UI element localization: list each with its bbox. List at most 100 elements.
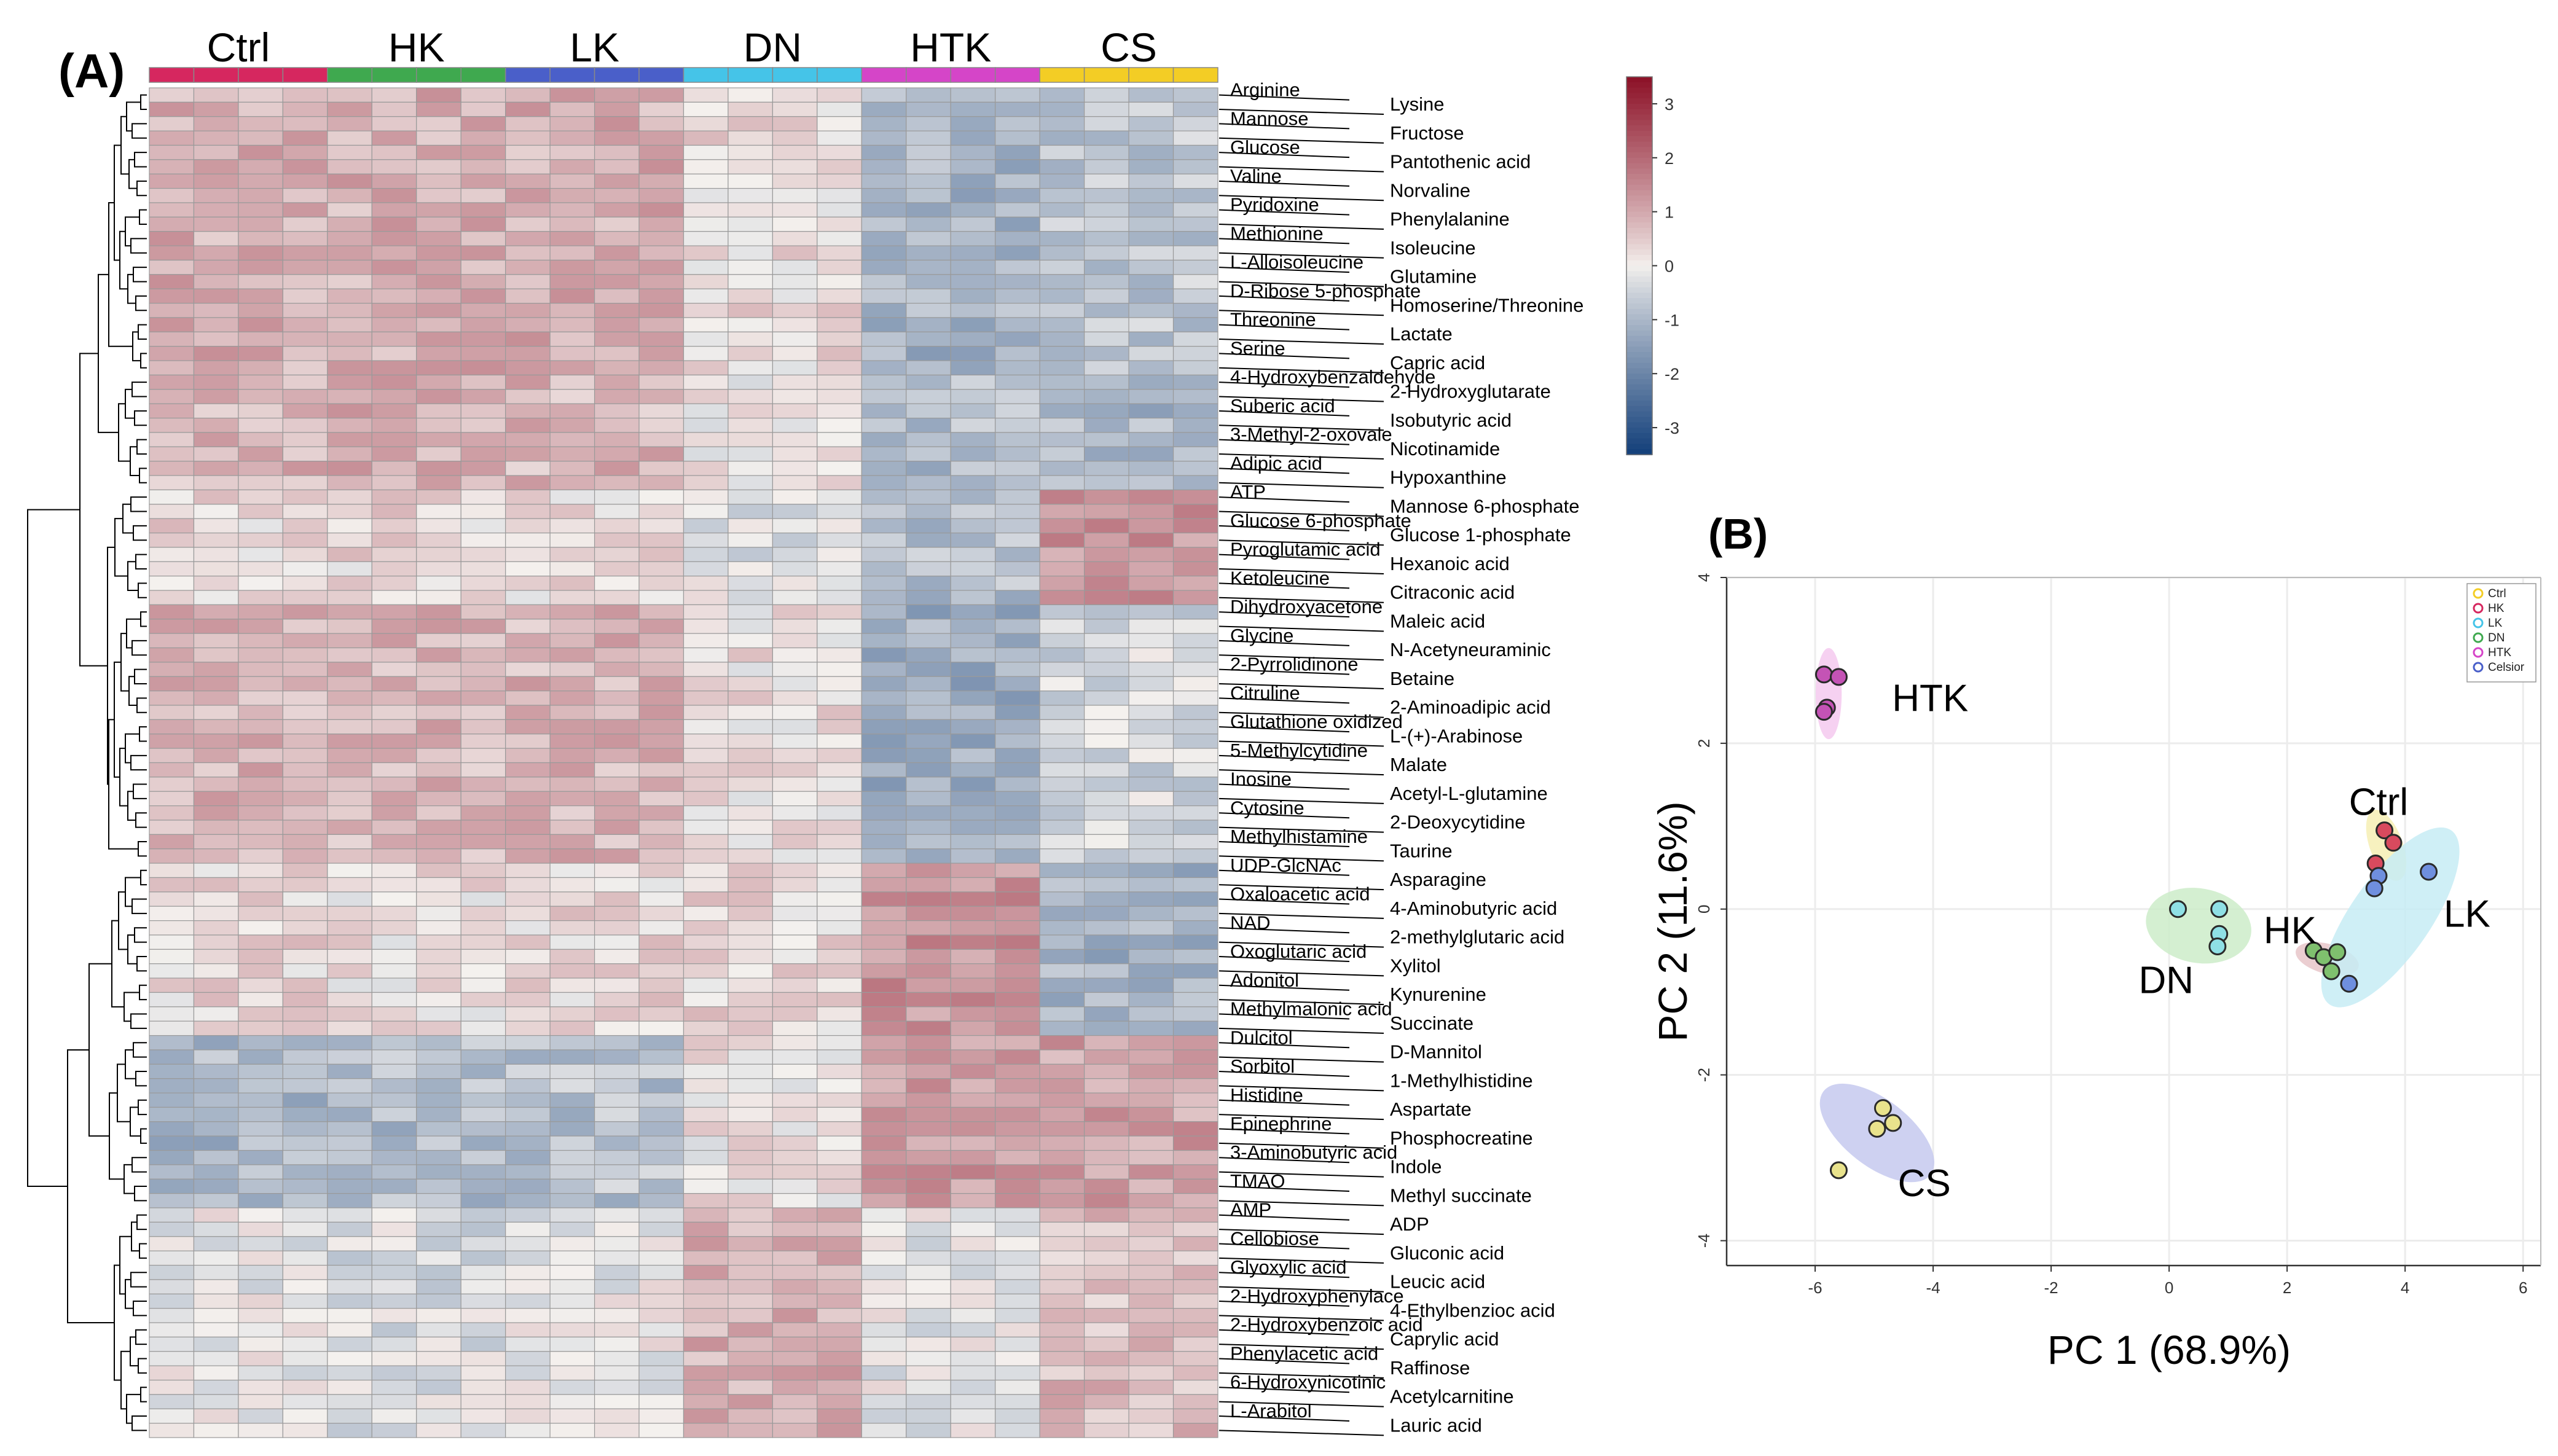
heatmap-cell	[772, 934, 818, 950]
group-bar-segment	[906, 67, 951, 83]
heatmap-cell	[549, 662, 595, 677]
heatmap-cell	[1039, 87, 1085, 103]
heatmap-cell	[683, 1408, 729, 1424]
heatmap-cell	[1172, 1207, 1218, 1223]
heatmap-cell	[505, 934, 551, 950]
pca-point-dn	[2169, 900, 2187, 918]
heatmap-cell	[728, 1322, 774, 1337]
heatmap-cell	[950, 992, 996, 1008]
heatmap-cell	[505, 360, 551, 376]
heatmap-cell	[638, 877, 685, 893]
heatmap-cell	[638, 963, 685, 979]
heatmap-cell	[728, 1279, 774, 1294]
heatmap-cell	[594, 274, 640, 289]
heatmap-cell	[1039, 1049, 1085, 1065]
heatmap-cell	[149, 863, 195, 879]
heatmap-cell	[950, 446, 996, 462]
heatmap-cell	[817, 475, 862, 491]
heatmap-cell	[149, 288, 195, 304]
heatmap-cell	[683, 1063, 729, 1079]
colorbar-step	[1626, 152, 1652, 159]
heatmap-cell	[1128, 202, 1174, 217]
heatmap-cell	[371, 1236, 417, 1251]
heatmap-cell	[638, 590, 685, 606]
heatmap-cell	[193, 1293, 239, 1309]
heatmap-cell	[995, 590, 1040, 606]
row-label-leader	[1218, 898, 1350, 905]
heatmap-cell	[861, 475, 907, 491]
heatmap-cell	[995, 977, 1040, 993]
dendrogram-branch	[140, 353, 147, 369]
heatmap-cell	[594, 920, 640, 936]
heatmap-cell	[371, 1221, 417, 1237]
heatmap-cell	[460, 231, 506, 246]
heatmap-cell	[728, 820, 774, 835]
heatmap-cell	[371, 791, 417, 807]
heatmap-cell	[817, 1106, 862, 1122]
row-label-leader	[1218, 367, 1384, 374]
heatmap-cell	[238, 1394, 283, 1409]
heatmap-cell	[193, 1063, 239, 1079]
pca-point-hk	[2322, 962, 2340, 980]
heatmap-cell	[728, 532, 774, 548]
heatmap-cell	[327, 1394, 372, 1409]
heatmap-cell	[594, 748, 640, 764]
heatmap-cell	[549, 1207, 595, 1223]
heatmap-cell	[1128, 173, 1174, 189]
heatmap-cell	[683, 331, 729, 347]
colorbar-step	[1626, 325, 1652, 331]
colorbar-step	[1626, 98, 1652, 104]
heatmap-cell	[638, 576, 685, 591]
heatmap-cell	[505, 977, 551, 993]
heatmap-cell	[193, 216, 239, 232]
heatmap-cell	[638, 116, 685, 131]
heatmap-cell	[772, 475, 818, 491]
heatmap-cell	[371, 777, 417, 792]
heatmap-cell	[950, 777, 996, 792]
heatmap-cell	[416, 1106, 461, 1122]
heatmap-cell	[1128, 934, 1174, 950]
heatmap-cell	[995, 1092, 1040, 1108]
heatmap-cell	[549, 619, 595, 634]
heatmap-cell	[638, 1423, 685, 1438]
dendrogram-branch	[133, 267, 147, 283]
heatmap-cell	[861, 734, 907, 749]
heatmap-cell	[950, 1193, 996, 1208]
heatmap-cell	[817, 302, 862, 318]
row-label-leader	[1218, 1243, 1350, 1250]
heatmap-cell	[683, 576, 729, 591]
heatmap-cell	[594, 1006, 640, 1022]
heatmap-cell	[1128, 848, 1174, 864]
heatmap-cell	[861, 719, 907, 735]
heatmap-cell	[817, 331, 862, 347]
heatmap-cell	[1128, 1092, 1174, 1108]
row-label: Glycine	[1230, 625, 1293, 646]
heatmap-cell	[728, 1423, 774, 1438]
heatmap-cell	[950, 748, 996, 764]
row-label: Oxoglutaric acid	[1230, 941, 1367, 962]
heatmap-cell	[282, 820, 328, 835]
heatmap-cell	[594, 1264, 640, 1280]
heatmap-cell	[638, 360, 685, 376]
heatmap-cell	[282, 1408, 328, 1424]
heatmap-cell	[861, 805, 907, 821]
heatmap-cell	[861, 1379, 907, 1395]
heatmap-cell	[371, 1121, 417, 1137]
heatmap-cell	[416, 532, 461, 548]
heatmap-cell	[460, 130, 506, 146]
heatmap-cell	[149, 504, 195, 519]
heatmap-cell	[861, 1035, 907, 1051]
heatmap-cell	[1039, 676, 1085, 692]
heatmap-cell	[772, 1379, 818, 1395]
row-label: Fructose	[1390, 122, 1464, 144]
heatmap-cell	[193, 1092, 239, 1108]
heatmap-cell	[193, 188, 239, 203]
heatmap-cell	[327, 1236, 372, 1251]
heatmap-cell	[683, 446, 729, 462]
colorbar-step	[1626, 287, 1652, 294]
heatmap-cell	[193, 691, 239, 706]
heatmap-cell	[817, 619, 862, 634]
heatmap-cell	[728, 848, 774, 864]
heatmap-cell	[1172, 259, 1218, 275]
